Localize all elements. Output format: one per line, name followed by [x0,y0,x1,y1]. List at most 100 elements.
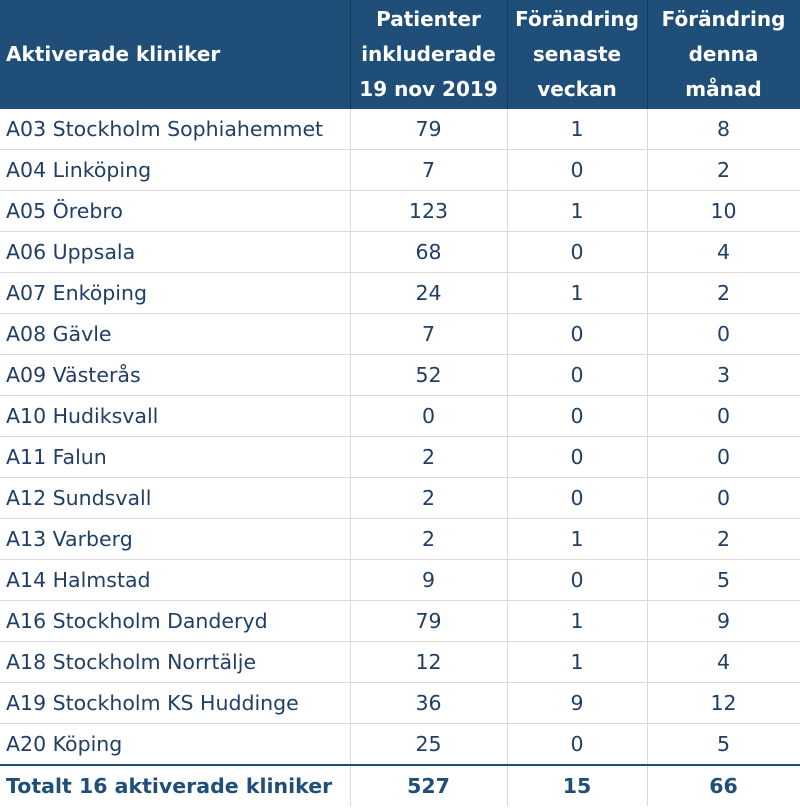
patients-count: 25 [350,723,508,766]
clinic-name: A07 Enköping [0,272,351,314]
month-change: 0 [647,477,800,519]
patients-count: 68 [350,231,508,273]
table-row: A10 Hudiksvall 0 0 0 [0,395,800,437]
clinic-name: A05 Örebro [0,190,351,232]
patients-count: 36 [350,682,508,724]
table-row: A13 Varberg 2 1 2 [0,518,800,560]
month-change: 8 [647,109,800,150]
header-week-line3: veckan [537,77,617,101]
header-month-line1: Förändring [661,7,786,31]
patients-count: 79 [350,600,508,642]
header-week-line1: Förändring [515,7,639,31]
clinic-name: A14 Halmstad [0,559,351,601]
month-change: 10 [647,190,800,232]
table-body: A03 Stockholm Sophiahemmet 79 1 8 A04 Li… [0,109,800,766]
week-change: 1 [507,641,648,683]
patients-count: 79 [350,109,508,150]
header-patients-line1: Patienter [376,7,481,31]
table-row: A18 Stockholm Norrtälje 12 1 4 [0,641,800,683]
header-clinics: Aktiverade kliniker [0,0,351,109]
table-header: Aktiverade kliniker Patienter inkluderad… [0,0,800,109]
clinic-name: A12 Sundsvall [0,477,351,519]
total-month-change: 66 [647,764,800,806]
week-change: 0 [507,395,648,437]
week-change: 0 [507,354,648,396]
total-week-change: 15 [507,764,648,806]
total-label: Totalt 16 aktiverade kliniker [0,764,351,806]
patients-count: 12 [350,641,508,683]
patients-count: 24 [350,272,508,314]
total-row: Totalt 16 aktiverade kliniker 527 15 66 [0,764,800,806]
clinic-name: A08 Gävle [0,313,351,355]
month-change: 5 [647,723,800,766]
week-change: 0 [507,231,648,273]
header-month-change: Förändring denna månad [647,0,800,109]
clinic-name: A03 Stockholm Sophiahemmet [0,109,351,150]
month-change: 2 [647,149,800,191]
clinic-name: A11 Falun [0,436,351,478]
table-row: A08 Gävle 7 0 0 [0,313,800,355]
month-change: 9 [647,600,800,642]
week-change: 0 [507,436,648,478]
table-row: A16 Stockholm Danderyd 79 1 9 [0,600,800,642]
patients-count: 2 [350,518,508,560]
month-change: 12 [647,682,800,724]
week-change: 0 [507,149,648,191]
table-row: A11 Falun 2 0 0 [0,436,800,478]
table-row: A06 Uppsala 68 0 4 [0,231,800,273]
header-week-line2: senaste [532,42,622,66]
clinic-name: A06 Uppsala [0,231,351,273]
patients-count: 2 [350,477,508,519]
week-change: 0 [507,477,648,519]
clinic-name: A18 Stockholm Norrtälje [0,641,351,683]
patients-count: 7 [350,313,508,355]
table-row: A07 Enköping 24 1 2 [0,272,800,314]
week-change: 0 [507,559,648,601]
week-change: 0 [507,313,648,355]
week-change: 1 [507,190,648,232]
table-row: A03 Stockholm Sophiahemmet 79 1 8 [0,109,800,150]
clinic-name: A13 Varberg [0,518,351,560]
patients-count: 123 [350,190,508,232]
patients-count: 2 [350,436,508,478]
table-row: A20 Köping 25 0 5 [0,723,800,766]
month-change: 0 [647,395,800,437]
header-month-line3: månad [685,77,762,101]
clinic-name: A20 Köping [0,723,351,766]
table-row: A04 Linköping 7 0 2 [0,149,800,191]
table-row: A19 Stockholm KS Huddinge 36 9 12 [0,682,800,724]
patients-count: 7 [350,149,508,191]
header-month-line2: denna [688,42,759,66]
total-patients: 527 [350,764,508,806]
clinic-name: A10 Hudiksvall [0,395,351,437]
header-patients: Patienter inkluderade 19 nov 2019 [350,0,508,109]
header-row: Aktiverade kliniker Patienter inkluderad… [0,0,800,109]
week-change: 1 [507,109,648,150]
clinic-name: A19 Stockholm KS Huddinge [0,682,351,724]
patients-count: 0 [350,395,508,437]
month-change: 5 [647,559,800,601]
month-change: 0 [647,313,800,355]
header-patients-line2: inkluderade [361,42,496,66]
table-row: A09 Västerås 52 0 3 [0,354,800,396]
week-change: 1 [507,600,648,642]
month-change: 2 [647,518,800,560]
clinic-name: A04 Linköping [0,149,351,191]
month-change: 4 [647,641,800,683]
month-change: 3 [647,354,800,396]
table-footer: Totalt 16 aktiverade kliniker 527 15 66 [0,764,800,806]
table-row: A12 Sundsvall 2 0 0 [0,477,800,519]
month-change: 0 [647,436,800,478]
week-change: 9 [507,682,648,724]
month-change: 2 [647,272,800,314]
header-patients-line3: 19 nov 2019 [359,77,498,101]
clinic-name: A09 Västerås [0,354,351,396]
clinic-name: A16 Stockholm Danderyd [0,600,351,642]
week-change: 0 [507,723,648,766]
header-week-change: Förändring senaste veckan [507,0,648,109]
table-row: A05 Örebro 123 1 10 [0,190,800,232]
table-row: A14 Halmstad 9 0 5 [0,559,800,601]
patients-count: 9 [350,559,508,601]
week-change: 1 [507,272,648,314]
